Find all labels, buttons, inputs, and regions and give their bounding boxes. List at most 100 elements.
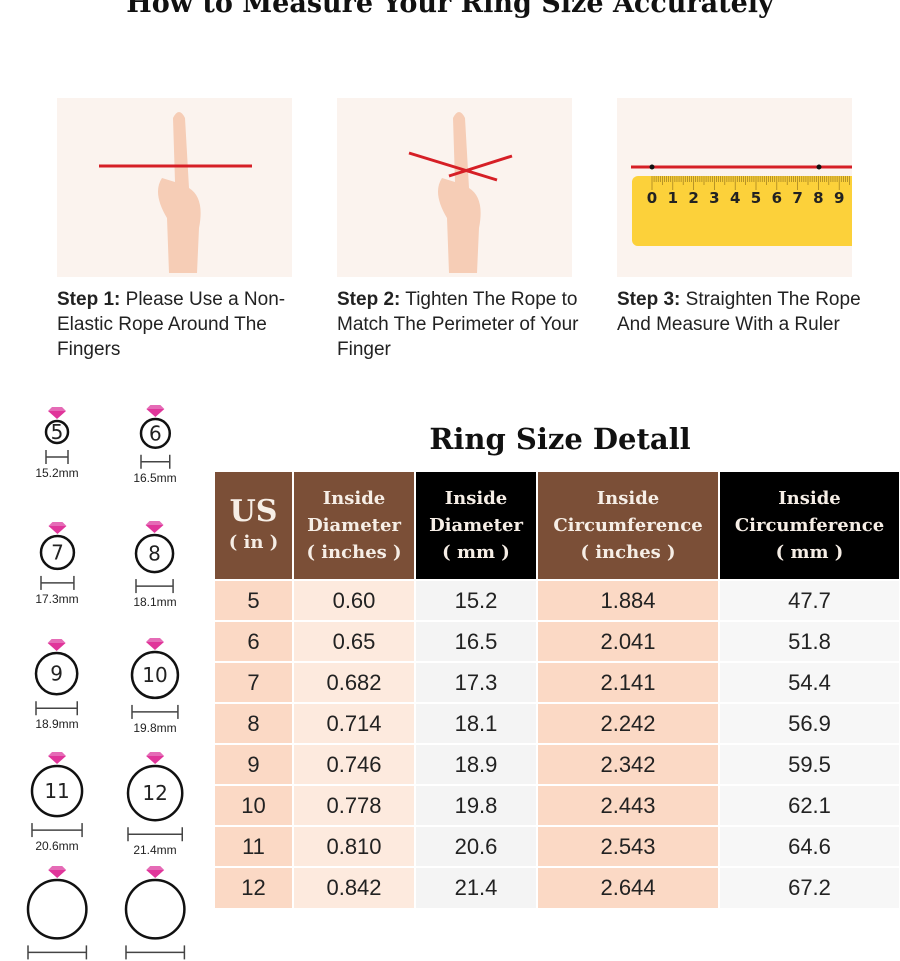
- ring-diameter-label: 18.9mm: [35, 716, 79, 731]
- ring-size-number: 7: [51, 540, 64, 564]
- table-cell: 7: [215, 661, 294, 703]
- ring-diameter-label: 19.8mm: [133, 720, 177, 735]
- ring-diameter-label: 21.4mm: [133, 842, 177, 857]
- step-2-caption: Step 2: Tighten The Rope to Match The Pe…: [337, 287, 587, 362]
- table-cell: 1.884: [537, 579, 720, 621]
- table-row: 12 0.842 21.4 2.644 67.2: [215, 866, 900, 908]
- ring-diameter-label: 18.1mm: [133, 595, 177, 610]
- ruler-number: 9: [834, 189, 844, 207]
- ring-icon: 10: [130, 637, 180, 719]
- table-cell: 2.543: [537, 825, 720, 867]
- hand-with-crossed-rope-illustration: [408, 112, 513, 273]
- table-row: 6 0.65 16.5 2.041 51.8: [215, 620, 900, 662]
- ring-size-number: 12: [142, 781, 167, 805]
- table-cell: 9: [215, 743, 294, 785]
- table-cell: 0.65: [293, 620, 416, 662]
- table-cell: 21.4: [415, 866, 538, 908]
- table-cell: 2.041: [537, 620, 720, 662]
- ring-size-icon: 7 17.3mm: [7, 521, 107, 606]
- table-cell: 59.5: [719, 743, 900, 785]
- table-cell: 47.7: [719, 579, 900, 621]
- table-title: Ring Size Detall: [429, 422, 691, 456]
- ring-size-number: 8: [149, 542, 162, 566]
- step-3-caption: Step 3: Straighten The Rope And Measure …: [617, 287, 867, 337]
- table-row: 8 0.714 18.1 2.242 56.9: [215, 702, 900, 744]
- table-row: 7 0.682 17.3 2.141 54.4: [215, 661, 900, 703]
- ring-size-number: 11: [44, 779, 69, 803]
- step-label: Step 2:: [337, 289, 401, 310]
- table-cell: 18.1: [415, 702, 538, 744]
- header-diameter-mm: Inside Diameter( mm ): [415, 472, 538, 580]
- table-cell: 2.242: [537, 702, 720, 744]
- table-cell: 54.4: [719, 661, 900, 703]
- ring-diameter-label: 17.3mm: [35, 591, 79, 606]
- ring-icon: 9: [35, 638, 79, 715]
- ring-size-number: 6: [149, 422, 162, 446]
- ruler-number: 8: [813, 189, 823, 207]
- table-row: 11 0.810 20.6 2.543 64.6: [215, 825, 900, 867]
- table-cell: 18.9: [415, 743, 538, 785]
- ring-icon: 6: [139, 405, 171, 470]
- step-text: Tighten The Rope to Match The Perimeter …: [337, 289, 579, 360]
- ring-size-icon: 12 21.4mm: [105, 751, 205, 857]
- step-1-image: [57, 98, 292, 277]
- table-cell: 51.8: [719, 620, 900, 662]
- table-cell: 11: [215, 825, 294, 867]
- ring-icon: [124, 866, 186, 960]
- ring-size-icon: 11 20.6mm: [7, 752, 107, 853]
- ring-icon: 7: [39, 521, 75, 590]
- step-label: Step 1:: [57, 289, 121, 310]
- ring-icon: 5: [44, 406, 70, 464]
- table-cell: 0.810: [293, 825, 416, 867]
- table-header-row: US( in ) Inside Diameter( inches ) Inside…: [215, 472, 900, 580]
- ruler-number: 0: [647, 189, 657, 207]
- table-cell: 0.682: [293, 661, 416, 703]
- table-cell: 56.9: [719, 702, 900, 744]
- table-cell: 8: [215, 702, 294, 744]
- table-cell: 17.3: [415, 661, 538, 703]
- header-us: US( in ): [215, 472, 294, 580]
- ring-size-icon: [105, 866, 205, 961]
- table-cell: 0.714: [293, 702, 416, 744]
- ring-size-icon: 10 19.8mm: [105, 637, 205, 735]
- header-circumference-inches: Inside Circumference( inches ): [537, 472, 720, 580]
- ruler-number: 6: [772, 189, 782, 207]
- step-text: Straighten The Rope And Measure With a R…: [617, 289, 861, 335]
- step-1-caption: Step 1: Please Use a Non-Elastic Rope Ar…: [57, 287, 307, 362]
- ruler-number: 5: [751, 189, 761, 207]
- ring-icon: 11: [30, 752, 84, 838]
- step-label: Step 3:: [617, 289, 681, 310]
- header-circumference-mm: Inside Circumference( mm ): [719, 472, 900, 580]
- hand-with-rope-illustration: [99, 112, 252, 273]
- ring-diameter-label: 20.6mm: [35, 839, 79, 854]
- table-cell: 2.342: [537, 743, 720, 785]
- table-cell: 10: [215, 784, 294, 826]
- ring-size-icon: [7, 866, 107, 961]
- table-cell: 0.60: [293, 579, 416, 621]
- table-cell: 6: [215, 620, 294, 662]
- ring-icon: 12: [126, 751, 184, 841]
- table-cell: 15.2: [415, 579, 538, 621]
- ruler-number: 7: [792, 189, 802, 207]
- ruler-number: 4: [730, 189, 740, 207]
- ring-icon: 8: [135, 521, 175, 594]
- ring-size-table: US( in ) Inside Diameter( inches ) Inside…: [215, 472, 900, 908]
- ruler-number: 2: [688, 189, 698, 207]
- table-cell: 0.842: [293, 866, 416, 908]
- table-cell: 5: [215, 579, 294, 621]
- table-row: 9 0.746 18.9 2.342 59.5: [215, 743, 900, 785]
- table-cell: 64.6: [719, 825, 900, 867]
- table-cell: 0.746: [293, 743, 416, 785]
- ring-size-number: 5: [51, 420, 64, 444]
- ring-size-number: 9: [51, 661, 64, 685]
- step-text: Please Use a Non-Elastic Rope Around The…: [57, 289, 286, 360]
- table-cell: 2.644: [537, 866, 720, 908]
- ruler-number: 1: [668, 189, 678, 207]
- table-cell: 0.778: [293, 784, 416, 826]
- header-diameter-inches: Inside Diameter( inches ): [293, 472, 416, 580]
- ring-size-icon: 9 18.9mm: [7, 638, 107, 731]
- ring-icon: [26, 866, 88, 960]
- table-cell: 20.6: [415, 825, 538, 867]
